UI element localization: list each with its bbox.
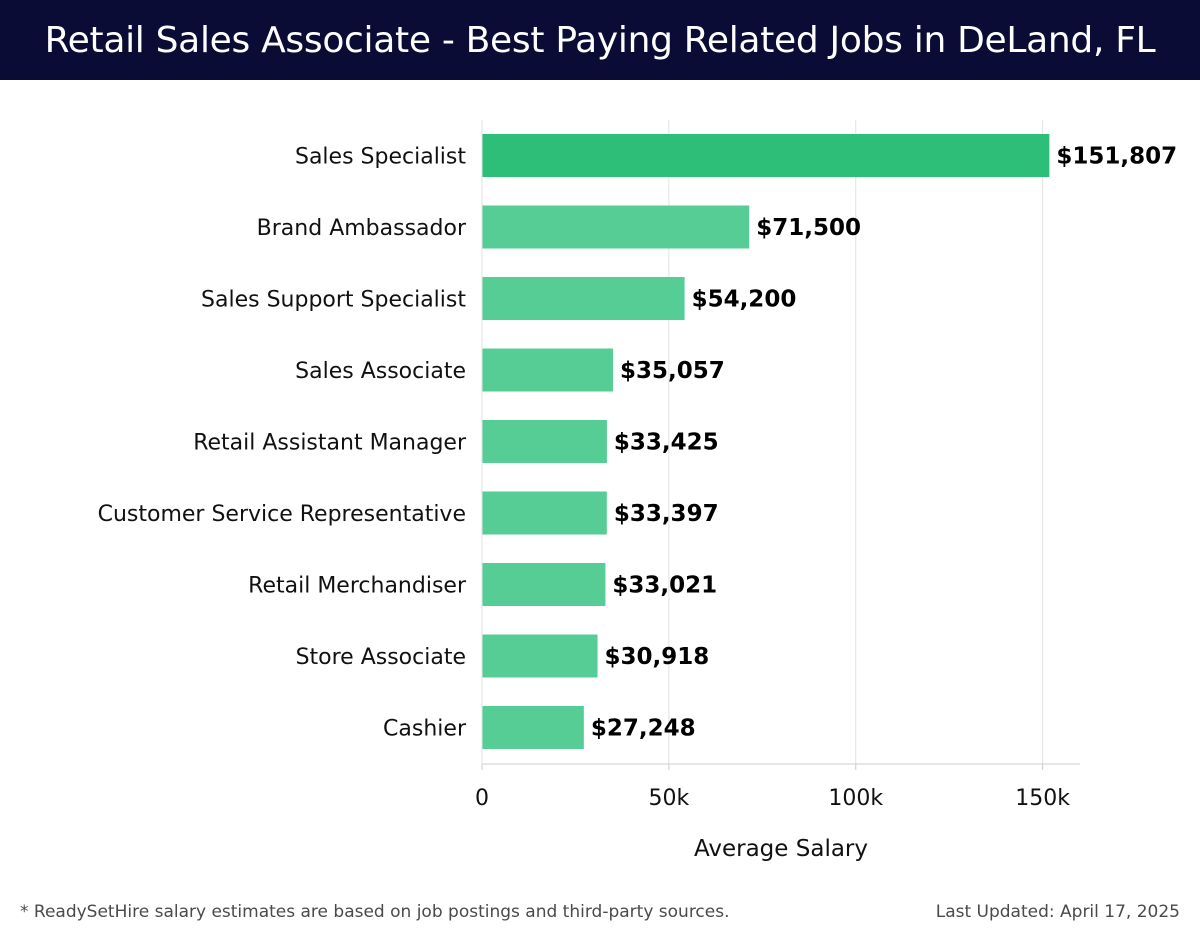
value-label: $33,021 [612,573,717,599]
category-label: Retail Assistant Manager [193,431,467,456]
category-label: Retail Merchandiser [248,574,467,599]
category-label: Sales Specialist [295,145,466,170]
category-label: Store Associate [296,645,466,670]
bar [482,563,606,606]
bar [482,420,607,463]
x-axis-title: Average Salary [694,836,868,862]
value-label: $27,248 [591,716,696,742]
category-label: Customer Service Representative [98,502,466,527]
value-label: $54,200 [692,287,797,313]
label-layer: 0 50k 100k 150k Sales Specialist $151,807 Bran… [98,144,1178,812]
last-updated: Last Updated: April 17, 2025 [935,902,1180,922]
value-label: $71,500 [756,215,861,241]
x-tick-label: 100k [828,786,883,811]
salary-bar-chart: 0 50k 100k 150k Sales Specialist $151,807 Bran… [98,120,1178,862]
value-label: $33,425 [614,430,719,456]
category-label: Brand Ambassador [257,216,467,241]
bar [482,491,607,535]
category-label: Cashier [383,717,467,742]
x-tick-label: 50k [649,786,690,811]
bar [482,277,685,320]
page-title: Retail Sales Associate - Best Paying Rel… [44,19,1156,61]
footer-note: * ReadySetHire salary estimates are base… [20,902,730,922]
bar-layer [482,134,1050,749]
value-label: $33,397 [614,501,719,527]
bar [482,205,750,249]
x-tick-label: 150k [1015,786,1070,811]
x-tick-label: 0 [475,786,489,811]
bar [482,134,1050,177]
category-label: Sales Associate [295,359,466,384]
title-bar: Retail Sales Associate - Best Paying Rel… [0,0,1200,80]
value-label: $151,807 [1056,144,1177,170]
bar [482,706,584,749]
bar [482,348,614,392]
value-label: $30,918 [605,644,710,670]
bar [482,634,598,678]
category-label: Sales Support Specialist [201,288,466,313]
value-label: $35,057 [620,358,725,384]
